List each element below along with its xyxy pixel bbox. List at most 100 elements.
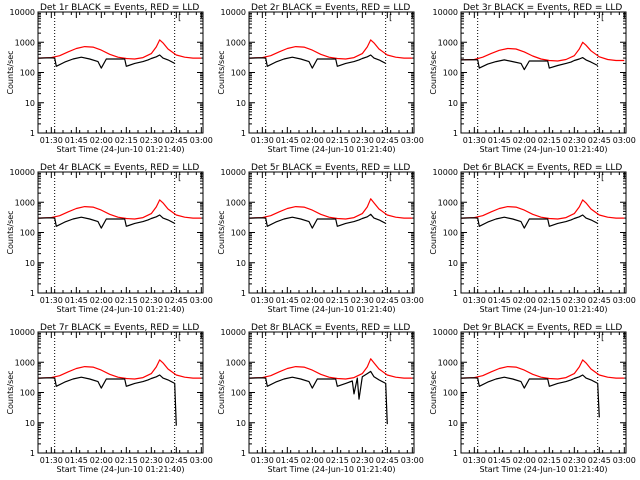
events-series-line — [249, 54, 386, 69]
y-tick-label: 100 — [443, 229, 458, 238]
plot-frame — [37, 11, 204, 134]
x-tick-label: 02:30 — [140, 456, 163, 465]
y-axis-label: Counts/sec — [429, 370, 438, 414]
panel-det-4: Det 4r BLACK = Events, RED = LLD 1 10 100 10… — [6, 163, 213, 314]
series-group — [461, 359, 625, 418]
x-tick-label: 02:45 — [588, 136, 611, 145]
x-tick-label: 01:30 — [251, 296, 274, 305]
x-tick-label: 02:30 — [140, 136, 163, 145]
x-axis-label: Start Time (24-Jun-10 01:21:40) — [57, 305, 185, 314]
y-axis-label: Counts/sec — [429, 210, 438, 254]
x-tick-label: 02:45 — [588, 456, 611, 465]
events-series-line — [461, 56, 598, 71]
x-tick-label: 02:45 — [376, 296, 399, 305]
y-tick-label: 1 — [30, 289, 35, 298]
y-tick-label: 10000 — [433, 8, 458, 17]
y-tick-label: 10 — [236, 99, 246, 108]
y-tick-label: 1 — [453, 289, 458, 298]
y-tick-label: 10 — [448, 259, 458, 268]
y-axis-label: Counts/sec — [6, 370, 15, 414]
y-tick-label: 1 — [453, 129, 458, 138]
x-tick-label: 02:00 — [513, 456, 536, 465]
y-tick-label: 1 — [241, 289, 246, 298]
series-group — [38, 39, 202, 69]
x-tick-label: 02:15 — [326, 296, 349, 305]
lld-series-line — [249, 358, 413, 380]
x-tick-label: 02:30 — [563, 296, 586, 305]
y-tick-label: 100 — [231, 69, 246, 78]
interval-marker: [ — [178, 333, 181, 342]
y-axis-label: Counts/sec — [217, 50, 226, 94]
x-tick-label: 02:30 — [563, 456, 586, 465]
x-tick-label: 02:30 — [563, 136, 586, 145]
y-tick-label: 10 — [448, 99, 458, 108]
y-tick-label: 10 — [448, 419, 458, 428]
y-tick-label: 10000 — [221, 328, 246, 337]
x-axis-label: Start Time (24-Jun-10 01:21:40) — [268, 465, 396, 474]
panel-det-8: Det 8r BLACK = Events, RED = LLD 1 10 100 10… — [217, 323, 424, 474]
y-tick-label: 10000 — [221, 8, 246, 17]
y-tick-label: 1000 — [438, 358, 458, 367]
x-tick-label: 02:00 — [90, 136, 113, 145]
x-tick-label: 02:45 — [376, 456, 399, 465]
chart-title: Det 2r BLACK = Events, RED = LLD — [251, 3, 410, 13]
x-tick-label: 02:15 — [115, 296, 138, 305]
y-tick-label: 10000 — [10, 168, 35, 177]
series-group — [249, 39, 413, 69]
plot-frame — [248, 11, 415, 134]
y-tick-label: 10 — [25, 99, 35, 108]
x-axis-label: Start Time (24-Jun-10 01:21:40) — [57, 465, 185, 474]
panel-det-9: Det 9r BLACK = Events, RED = LLD 1 10 100 10… — [429, 323, 636, 474]
x-tick-label: 01:45 — [276, 296, 299, 305]
lld-series-line — [461, 41, 625, 62]
x-tick-label: 02:15 — [538, 296, 561, 305]
x-tick-label: 01:45 — [276, 456, 299, 465]
x-tick-label: 03:00 — [190, 136, 213, 145]
x-tick-label: 03:00 — [190, 456, 213, 465]
x-tick-label: 01:45 — [488, 296, 511, 305]
x-tick-label: 01:45 — [488, 456, 511, 465]
chart-title: Det 5r BLACK = Events, RED = LLD — [251, 163, 410, 173]
x-tick-label: 02:15 — [115, 456, 138, 465]
chart-title: Det 7r BLACK = Events, RED = LLD — [40, 323, 199, 333]
y-tick-label: 10000 — [433, 328, 458, 337]
x-tick-label: 01:30 — [251, 456, 274, 465]
plot-frame — [37, 171, 204, 294]
y-tick-label: 1000 — [226, 198, 246, 207]
x-tick-label: 02:00 — [301, 136, 324, 145]
series-group — [249, 358, 413, 425]
interval-marker: [ — [601, 173, 604, 182]
x-tick-label: 03:00 — [613, 296, 636, 305]
series-group — [38, 199, 202, 229]
series-group — [38, 359, 202, 426]
series-group — [249, 198, 413, 229]
x-tick-label: 03:00 — [190, 296, 213, 305]
x-tick-label: 02:00 — [90, 456, 113, 465]
y-tick-label: 100 — [231, 389, 246, 398]
x-tick-label: 01:45 — [488, 136, 511, 145]
x-tick-label: 01:30 — [463, 456, 486, 465]
x-tick-label: 02:45 — [376, 136, 399, 145]
x-axis-label: Start Time (24-Jun-10 01:21:40) — [480, 305, 608, 314]
x-axis-label: Start Time (24-Jun-10 01:21:40) — [480, 145, 608, 154]
x-tick-label: 02:30 — [351, 456, 374, 465]
y-tick-label: 1000 — [15, 358, 35, 367]
x-tick-label: 01:45 — [276, 136, 299, 145]
interval-marker: [ — [389, 333, 392, 342]
x-tick-label: 02:30 — [351, 296, 374, 305]
y-tick-label: 100 — [231, 229, 246, 238]
x-tick-label: 02:15 — [538, 136, 561, 145]
chart-title: Det 9r BLACK = Events, RED = LLD — [463, 323, 622, 333]
y-axis-label: Counts/sec — [6, 50, 15, 94]
panel-det-6: Det 6r BLACK = Events, RED = LLD 1 10 100 10… — [429, 163, 636, 314]
y-tick-label: 10000 — [10, 8, 35, 17]
interval-marker: [ — [389, 13, 392, 22]
chart-title: Det 4r BLACK = Events, RED = LLD — [40, 163, 199, 173]
lld-series-line — [249, 198, 413, 220]
plot-frame — [248, 171, 415, 294]
plot-frame — [460, 171, 627, 294]
y-tick-label: 1000 — [226, 38, 246, 47]
plot-frame — [460, 331, 627, 454]
y-axis-label: Counts/sec — [6, 210, 15, 254]
